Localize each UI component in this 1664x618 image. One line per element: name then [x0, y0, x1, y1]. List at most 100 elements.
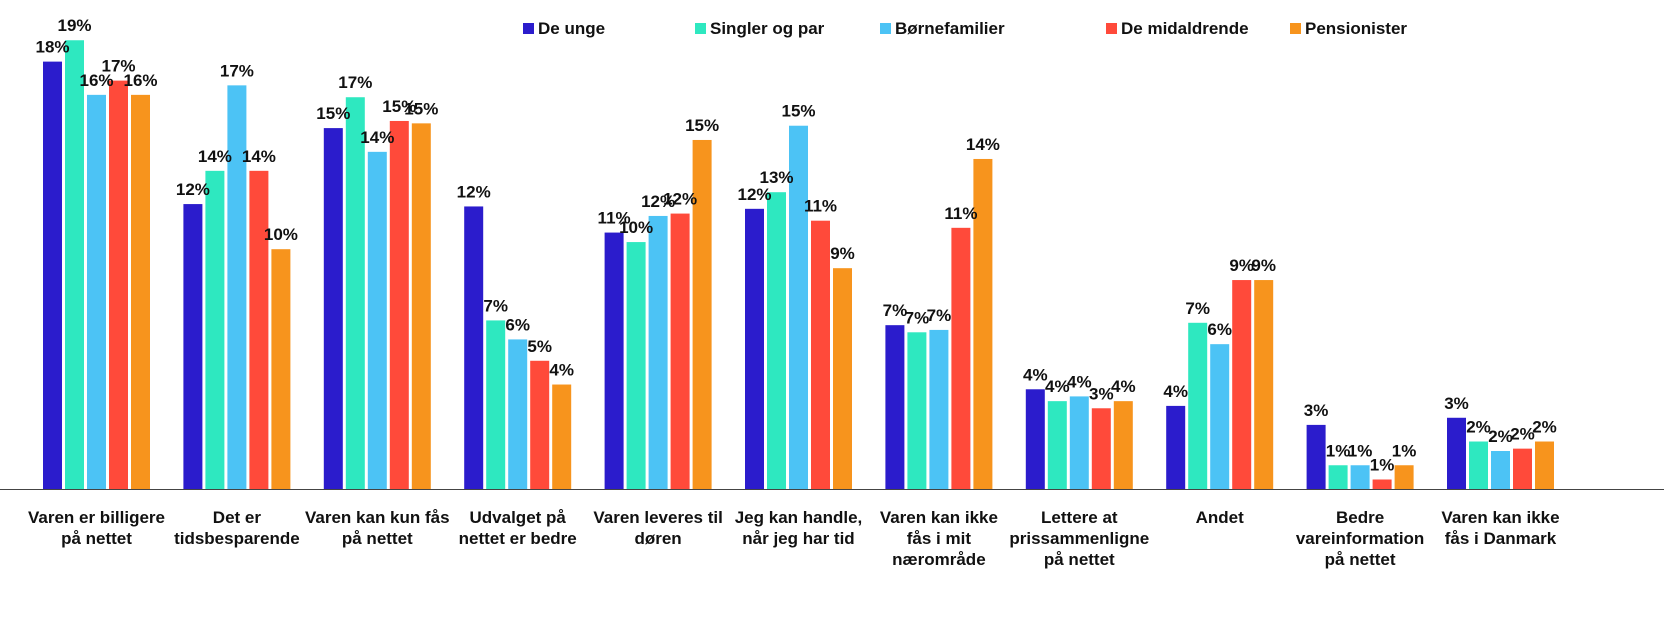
bar-1-series-3: [87, 94, 106, 489]
value-label-2-series-5: 10%: [264, 225, 298, 244]
bar-10-series-2: [1328, 465, 1348, 489]
value-label-4-series-2: 7%: [483, 296, 508, 315]
legend-item-2: Singler og par: [695, 19, 825, 38]
category-label-11: Varen kan ikke fås i Danmark: [1441, 508, 1559, 548]
category-label-line: Varen leveres til: [593, 508, 722, 527]
legend-label: De unge: [538, 19, 605, 38]
legend-swatch: [880, 23, 891, 34]
value-label-1-series-1: 18%: [35, 38, 69, 57]
bar-2-series-3: [227, 85, 247, 489]
bar-9-series-3: [1210, 344, 1230, 489]
legend-swatch: [1106, 23, 1117, 34]
value-label-4-series-3: 6%: [505, 315, 530, 334]
legend-label: Børnefamilier: [895, 19, 1005, 38]
bar-9-series-5: [1254, 280, 1274, 489]
value-label-7-series-3: 7%: [927, 306, 952, 325]
category-label-line: på nettet: [1044, 550, 1115, 569]
category-label-line: døren: [634, 529, 681, 548]
bar-4-series-2: [486, 320, 506, 489]
bar-1-series-4: [109, 80, 128, 489]
category-label-line: Jeg kan handle,: [735, 508, 863, 527]
value-label-11-series-2: 2%: [1466, 418, 1491, 437]
value-label-2-series-3: 17%: [220, 61, 254, 80]
category-label-line: Varen er billigere: [28, 508, 165, 527]
legend-item-4: De midaldrende: [1106, 19, 1249, 38]
bar-10-series-4: [1372, 479, 1392, 489]
category-label-line: når jeg har tid: [742, 529, 854, 548]
value-label-11-series-1: 3%: [1444, 394, 1469, 413]
legend-label: De midaldrende: [1121, 19, 1249, 38]
bar-5-series-3: [648, 215, 668, 489]
bar-3-series-2: [345, 97, 365, 489]
bars-layer: [43, 40, 1554, 490]
value-label-11-series-3: 2%: [1488, 427, 1513, 446]
category-label-4: Udvalget på nettet er bedre: [459, 508, 577, 548]
value-label-3-series-4: 15%: [382, 97, 416, 116]
category-label-line: tidsbesparende: [174, 529, 300, 548]
bar-3-series-1: [323, 128, 343, 489]
legend-swatch: [1290, 23, 1301, 34]
value-label-7-series-1: 7%: [883, 301, 908, 320]
value-label-10-series-3: 1%: [1348, 441, 1373, 460]
category-label-line: Det er: [213, 508, 262, 527]
legend-swatch: [523, 23, 534, 34]
bar-7-series-5: [973, 158, 993, 489]
bar-7-series-3: [929, 329, 949, 489]
value-label-4-series-1: 12%: [457, 182, 491, 201]
category-label-7: Varen kan ikke fås i mit nærområde: [880, 508, 998, 569]
bar-6-series-3: [789, 125, 808, 489]
value-label-1-series-5: 16%: [123, 71, 157, 90]
value-label-7-series-4: 11%: [944, 204, 977, 223]
value-label-8-series-2: 4%: [1045, 377, 1070, 396]
x-axis-layer: Varen er billigere på nettet Det er tidsbes…: [0, 489, 1664, 569]
bar-8-series-1: [1025, 389, 1045, 489]
value-label-1-series-2: 19%: [57, 16, 91, 35]
bar-10-series-3: [1350, 465, 1370, 489]
value-label-2-series-1: 12%: [176, 180, 210, 199]
bar-4-series-3: [508, 339, 528, 489]
legend-item-3: Børnefamilier: [880, 19, 1005, 38]
value-label-6-series-2: 13%: [759, 168, 793, 187]
category-label-line: på nettet: [1325, 550, 1396, 569]
bar-3-series-3: [367, 151, 387, 490]
value-label-11-series-5: 2%: [1532, 418, 1557, 437]
value-label-2-series-4: 14%: [242, 147, 276, 166]
bar-6-series-1: [745, 208, 764, 490]
bar-2-series-4: [249, 170, 269, 490]
value-label-9-series-1: 4%: [1163, 382, 1188, 401]
category-label-line: Varen kan ikke: [1441, 508, 1559, 527]
legend-item-1: De unge: [523, 19, 605, 38]
bar-1-series-2: [65, 40, 84, 489]
value-label-3-series-3: 14%: [360, 128, 394, 147]
bar-8-series-5: [1113, 401, 1133, 489]
value-label-10-series-2: 1%: [1326, 441, 1351, 460]
value-label-3-series-2: 17%: [338, 73, 372, 92]
value-label-5-series-2: 10%: [619, 218, 653, 237]
bar-9-series-4: [1232, 280, 1252, 489]
category-label-line: nærområde: [892, 550, 986, 569]
value-label-10-series-1: 3%: [1304, 401, 1329, 420]
value-label-9-series-3: 6%: [1207, 320, 1232, 339]
value-label-7-series-2: 7%: [905, 308, 930, 327]
bar-9-series-2: [1188, 322, 1208, 489]
bar-10-series-1: [1306, 424, 1326, 489]
category-label-8: Lettere at prissammenligne på nettet: [1009, 508, 1149, 569]
category-label-line: Bedre: [1336, 508, 1384, 527]
category-label-line: Andet: [1196, 508, 1245, 527]
value-label-5-series-5: 15%: [685, 116, 719, 135]
value-label-10-series-5: 1%: [1392, 441, 1417, 460]
bar-8-series-4: [1091, 408, 1111, 489]
value-label-1-series-3: 16%: [79, 71, 113, 90]
value-label-5-series-3: 12%: [641, 192, 675, 211]
category-label-10: Bedre vareinformation på nettet: [1296, 508, 1424, 569]
bar-8-series-2: [1047, 401, 1067, 489]
category-label-line: Udvalget på: [470, 508, 567, 527]
value-label-7-series-5: 14%: [966, 135, 1000, 154]
category-label-line: Lettere at: [1041, 508, 1118, 527]
bar-5-series-4: [670, 213, 690, 490]
bar-8-series-3: [1069, 396, 1089, 489]
legend-swatch: [695, 23, 706, 34]
bar-7-series-1: [885, 325, 905, 489]
